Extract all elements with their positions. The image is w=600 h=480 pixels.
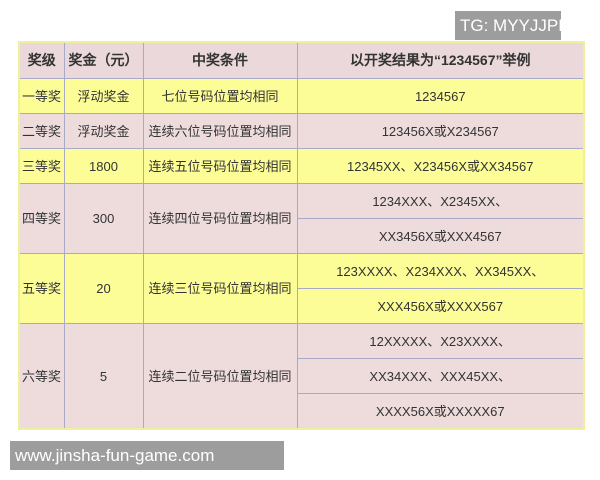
example-cell: 123456X或X234567 [296, 113, 585, 149]
prize-cell: 浮动奖金 [63, 113, 144, 149]
table-row: 三等奖 1800 连续五位号码位置均相同 12345XX、X23456X或XX3… [18, 148, 585, 184]
condition-cell: 连续四位号码位置均相同 [142, 183, 298, 254]
header-prize: 奖金（元） [63, 41, 144, 79]
header-condition: 中奖条件 [142, 41, 298, 79]
header-row: 奖级 奖金（元） 中奖条件 以开奖结果为“1234567”举例 [18, 41, 585, 79]
table-subrow: XXX456X或XXXX567 [19, 288, 585, 324]
table-row: 四等奖 300 连续四位号码位置均相同 1234XXX、X2345XX、 [18, 183, 585, 254]
table-row: 一等奖 浮动奖金 七位号码位置均相同 1234567 [18, 78, 585, 114]
condition-cell: 连续六位号码位置均相同 [142, 113, 298, 149]
example-cell: 1234XXX、X2345XX、 [296, 183, 585, 219]
prize-cell: 300 [63, 183, 144, 254]
table-subrow: XX34XXX、XXX45XX、 [19, 358, 585, 394]
table-row: 六等奖 5 连续二位号码位置均相同 12XXXXX、X23XXXX、 [18, 323, 585, 430]
level-cell: 五等奖 [18, 253, 65, 324]
prize-cell: 浮动奖金 [63, 78, 144, 114]
example-cell: 123XXXX、X234XXX、XX345XX、 [296, 253, 585, 289]
watermark-url: www.jinsha-fun-game.com [10, 441, 284, 470]
header-level: 奖级 [18, 41, 65, 79]
prize-table: 奖级 奖金（元） 中奖条件 以开奖结果为“1234567”举例 一等奖 浮动奖金… [18, 41, 585, 430]
condition-cell: 连续二位号码位置均相同 [142, 323, 298, 430]
table-subrow: XX3456X或XXX4567 [19, 218, 585, 254]
table-row: 二等奖 浮动奖金 连续六位号码位置均相同 123456X或X234567 [18, 113, 585, 149]
prize-cell: 5 [63, 323, 144, 430]
example-cell: XX34XXX、XXX45XX、 [296, 358, 585, 394]
level-cell: 二等奖 [18, 113, 65, 149]
condition-cell: 七位号码位置均相同 [142, 78, 298, 114]
level-cell: 四等奖 [18, 183, 65, 254]
example-cell: XXX456X或XXXX567 [296, 288, 585, 324]
prize-cell: 1800 [63, 148, 144, 184]
header-example: 以开奖结果为“1234567”举例 [296, 41, 585, 79]
table-row: 五等奖 20 连续三位号码位置均相同 123XXXX、X234XXX、XX345… [18, 253, 585, 324]
condition-cell: 连续五位号码位置均相同 [142, 148, 298, 184]
condition-cell: 连续三位号码位置均相同 [142, 253, 298, 324]
prize-cell: 20 [63, 253, 144, 324]
example-cell: 12XXXXX、X23XXXX、 [296, 323, 585, 359]
watermark-tg: TG: MYYJJPP [455, 11, 570, 40]
example-cell: 12345XX、X23456X或XX34567 [296, 148, 585, 184]
example-cell: XX3456X或XXX4567 [296, 218, 585, 254]
level-cell: 六等奖 [18, 323, 65, 430]
table-subrow: XXXX56X或XXXXX67 [19, 393, 585, 430]
example-cell: XXXX56X或XXXXX67 [296, 393, 585, 430]
level-cell: 三等奖 [18, 148, 65, 184]
level-cell: 一等奖 [18, 78, 65, 114]
example-cell: 1234567 [296, 78, 585, 114]
